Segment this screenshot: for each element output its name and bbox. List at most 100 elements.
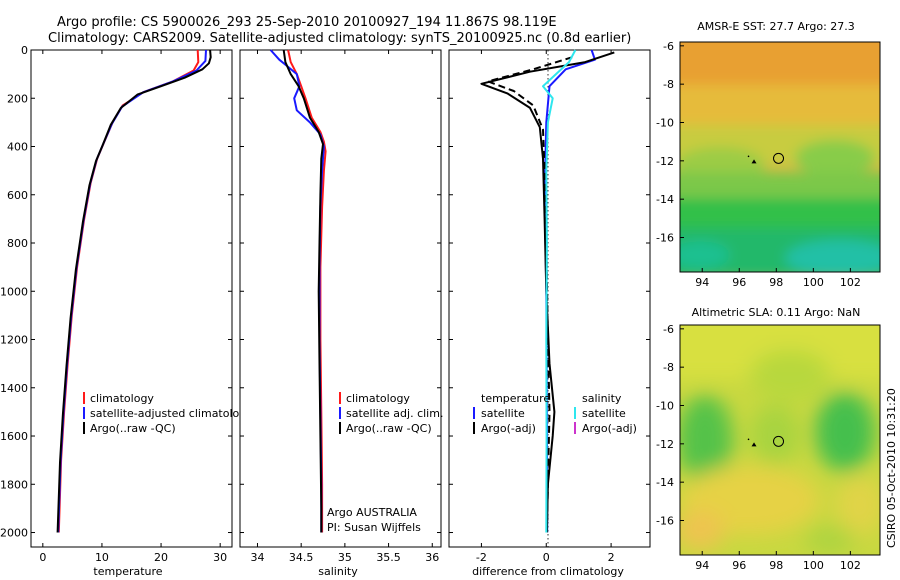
sla-map-panel: Altimetric SLA: 0.11 Argo: NaN 94 96 98 100…	[656, 306, 881, 572]
salinity-xtick-label: 35.5	[376, 551, 401, 564]
sst-map-xtick-label: 94	[695, 276, 709, 289]
difference-xlabel: difference from climatology	[472, 565, 624, 578]
temperature-lines	[56, 49, 212, 533]
temperature-ytick-label: 0	[21, 44, 28, 57]
difference-legend-salinity-satellite: satellite	[582, 407, 626, 420]
difference-xtick-label: 2	[608, 551, 615, 564]
header-line2: Climatology: CARS2009. Satellite-adjuste…	[48, 31, 631, 46]
difference-legend-temperature: temperature satellite Argo(-adj)	[473, 392, 550, 435]
header-line1: Argo profile: CS 5900026_293 25-Sep-2010…	[57, 15, 557, 30]
salinity-xlabel: salinity	[318, 565, 358, 578]
sla-map-marker	[747, 435, 785, 447]
temperature-ytick-label: 600	[7, 189, 28, 202]
difference-legend-temperature-argo: Argo(-adj)	[481, 422, 536, 435]
temperature-series-2	[56, 49, 212, 533]
temperature-ytick-label: 1200	[0, 334, 28, 347]
salinity-xtick-label: 34.5	[289, 551, 314, 564]
sla-map-frame	[679, 324, 881, 556]
sst-map-ticks: 94 96 98 100 102 -6 -8 -10 -12 -14 -16	[656, 40, 861, 289]
sla-map-ytick-label: -12	[656, 438, 674, 451]
sla-map-dot-marker	[747, 438, 750, 441]
temperature-ytick-label: 1600	[0, 430, 28, 443]
temperature-ytick-label: 1800	[0, 478, 28, 491]
sst-map-xtick-label: 96	[732, 276, 746, 289]
sst-map-ytick-label: -16	[656, 232, 674, 245]
difference-lines	[480, 49, 615, 533]
credit-text: CSIRO 05-Oct-2010 10:31:20	[885, 388, 898, 548]
sla-map-ytick-label: -14	[656, 476, 674, 489]
sst-map-ytick-label: -6	[663, 40, 674, 53]
sst-map-ytick-label: -14	[656, 193, 674, 206]
salinity-ticks: 34 34.5 35 35.5 36	[240, 49, 441, 564]
sst-map-xtick-label: 102	[840, 276, 861, 289]
sst-map-panel: AMSR-E SST: 27.7 Argo: 27.3 94 96 98 100 102…	[656, 20, 881, 289]
temperature-legend-argo: Argo(..raw -QC)	[90, 422, 176, 435]
difference-series-2	[486, 56, 573, 533]
temperature-ytick-label: 200	[7, 92, 28, 105]
sst-map-frame	[679, 41, 881, 273]
sst-map-xtick-label: 100	[803, 276, 824, 289]
sst-map-triangle-marker	[751, 159, 757, 164]
difference-panel: -2 0 2 temperature satellite Argo(-adj) sa…	[448, 49, 651, 578]
salinity-legend: climatology satellite adj. clim. Argo(..…	[339, 392, 443, 435]
sla-map-ytick-label: -6	[663, 323, 674, 336]
temperature-ytick-label: 1000	[0, 285, 28, 298]
salinity-annotation-pi: PI: Susan Wijffels	[327, 521, 421, 534]
sla-map-ytick-label: -8	[663, 361, 674, 374]
temperature-ytick-label: 400	[7, 141, 28, 154]
sst-map-argo-position	[773, 152, 785, 164]
salinity-axes-box	[239, 49, 442, 548]
sst-map-ytick-label: -12	[656, 155, 674, 168]
sst-map-xtick-label: 98	[769, 276, 783, 289]
salinity-legend-satellite: satellite adj. clim.	[346, 407, 443, 420]
sla-map-ticks: 94 96 98 100 102 -6 -8 -10 -12 -14 -16	[656, 323, 861, 572]
sst-map-title: AMSR-E SST: 27.7 Argo: 27.3	[697, 20, 855, 33]
sst-heatmap	[680, 42, 880, 272]
sla-map-triangle-marker	[751, 442, 757, 447]
sst-map-marker	[747, 152, 785, 164]
difference-legend-temperature-title: temperature	[481, 392, 550, 405]
sst-map-ytick-label: -10	[656, 117, 674, 130]
temperature-ticks: 0 10 20 30 0 200 400 600 800 1000 1200 1400 1600 1800…	[0, 44, 232, 564]
sla-map-xtick-label: 102	[840, 559, 861, 572]
temperature-xtick-label: 0	[39, 551, 46, 564]
sla-map-xtick-label: 100	[803, 559, 824, 572]
temperature-legend: climatology satellite-adjusted climatolo…	[83, 392, 253, 435]
difference-xtick-label: -2	[476, 551, 487, 564]
salinity-panel: 34 34.5 35 35.5 36 climatology satellite adj…	[239, 49, 443, 578]
temperature-xtick-label: 30	[213, 551, 227, 564]
difference-legend-salinity-argo: Argo(-adj)	[582, 422, 637, 435]
difference-series-3	[542, 49, 577, 533]
difference-legend-salinity: salinity satellite Argo(-adj)	[574, 392, 637, 435]
temperature-xtick-label: 20	[154, 551, 168, 564]
salinity-series-2	[282, 49, 324, 533]
salinity-xtick-label: 34	[250, 551, 264, 564]
sst-map-dot-marker	[747, 155, 750, 158]
difference-xtick-label: 0	[543, 551, 550, 564]
sla-map-ytick-label: -16	[656, 515, 674, 528]
sla-map-ytick-label: -10	[656, 400, 674, 413]
sla-map-xtick-label: 94	[695, 559, 709, 572]
sla-map-xtick-label: 98	[769, 559, 783, 572]
temperature-axes-box	[30, 49, 233, 548]
salinity-xtick-label: 35	[338, 551, 352, 564]
temperature-panel: 0 10 20 30 0 200 400 600 800 1000 1200 1400 1600 1800…	[0, 44, 253, 578]
difference-ticks: -2 0 2	[449, 49, 650, 564]
salinity-legend-argo: Argo(..raw -QC)	[346, 422, 432, 435]
temperature-ytick-label: 2000	[0, 527, 28, 540]
temperature-xlabel: temperature	[93, 565, 162, 578]
difference-axes-box	[448, 49, 651, 548]
salinity-xtick-label: 36	[425, 551, 439, 564]
difference-legend-salinity-title: salinity	[582, 392, 622, 405]
salinity-legend-climatology: climatology	[346, 392, 410, 405]
temperature-ytick-label: 1400	[0, 382, 28, 395]
salinity-annotation-institution: Argo AUSTRALIA	[327, 506, 417, 519]
temperature-xtick-label: 10	[95, 551, 109, 564]
sla-map-xtick-label: 96	[732, 559, 746, 572]
salinity-lines	[269, 49, 327, 533]
temperature-legend-climatology: climatology	[90, 392, 154, 405]
sla-heatmap	[680, 325, 880, 555]
sla-map-title: Altimetric SLA: 0.11 Argo: NaN	[692, 306, 861, 319]
temperature-legend-satellite: satellite-adjusted climatology	[90, 407, 253, 420]
